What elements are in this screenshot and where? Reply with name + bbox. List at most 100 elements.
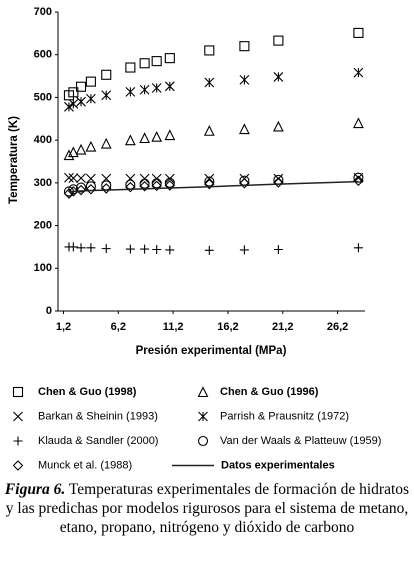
marker-x — [86, 173, 96, 184]
y-tick-label: 100 — [34, 262, 52, 274]
marker-plus — [140, 244, 150, 254]
legend-marker — [13, 436, 23, 446]
legend-marker — [12, 386, 24, 398]
marker-square — [204, 45, 215, 56]
x-tick-label: 6,2 — [111, 321, 126, 333]
caption: Figura 6. Temperaturas experimentales de… — [4, 480, 410, 537]
legend-label: Klauda & Sandler (2000) — [38, 435, 158, 447]
marker-square — [125, 62, 136, 73]
marker-square — [273, 35, 284, 46]
marker-plus — [165, 245, 175, 255]
legend-marker — [197, 435, 209, 447]
marker-diamond — [125, 181, 136, 193]
y-tick-label: 0 — [46, 305, 52, 317]
marker-diamond — [164, 180, 176, 191]
legend-label: Chen & Guo (1996) — [220, 386, 319, 398]
marker-star — [68, 98, 79, 109]
y-tick-label: 200 — [34, 219, 52, 231]
marker-plus — [76, 243, 86, 253]
marker-diamond — [139, 180, 150, 192]
marker-plus — [68, 242, 78, 252]
legend-label: Chen & Guo (1998) — [38, 386, 137, 398]
marker-square — [101, 69, 112, 80]
marker-star — [164, 81, 175, 92]
marker-triangle — [139, 132, 151, 144]
marker-triangle — [67, 146, 79, 158]
marker-star — [101, 90, 112, 101]
series-line — [68, 180, 359, 193]
marker-plus — [204, 245, 214, 255]
marker-triangle — [203, 125, 215, 136]
marker-triangle — [164, 129, 176, 141]
legend-label: Datos experimentales — [221, 459, 335, 471]
legend-marker — [198, 411, 208, 422]
marker-plus — [239, 245, 249, 255]
marker-plus — [353, 243, 363, 253]
caption-label: Figura 6. — [4, 481, 66, 498]
legend-label: Munck et al. (1988) — [38, 459, 132, 471]
marker-diamond — [85, 183, 97, 195]
marker-diamond — [204, 178, 215, 190]
y-tick-label: 500 — [34, 91, 52, 103]
marker-diamond — [273, 177, 284, 188]
marker-triangle — [75, 143, 87, 155]
legend-label: Barkan & Sheinin (1993) — [38, 410, 158, 422]
marker-star — [239, 75, 250, 85]
x-tick-label: 21,2 — [272, 321, 293, 333]
marker-x — [204, 173, 215, 184]
marker-diamond — [75, 184, 87, 196]
marker-square — [239, 41, 250, 52]
chart: Temperatura (K) Presión experimental (MP… — [8, 6, 381, 472]
marker-triangle — [124, 134, 136, 146]
marker-triangle — [239, 123, 250, 135]
marker-square — [151, 56, 162, 67]
marker-plus — [101, 244, 111, 254]
marker-triangle — [353, 117, 364, 129]
marker-square — [68, 87, 79, 98]
marker-diamond — [151, 180, 162, 192]
marker-star — [353, 67, 364, 78]
y-tick-label: 300 — [34, 177, 52, 189]
y-tick-label: 400 — [34, 134, 52, 146]
marker-triangle — [272, 120, 284, 132]
marker-x — [139, 173, 150, 184]
marker-square — [75, 81, 87, 92]
legend-label: Van der Waals & Platteuw (1959) — [220, 435, 381, 447]
marker-diamond — [100, 183, 112, 194]
marker-diamond — [353, 175, 364, 186]
marker-circle — [101, 180, 112, 191]
x-tick-label: 11,2 — [163, 321, 184, 333]
marker-plus — [273, 244, 283, 254]
marker-triangle — [100, 137, 112, 149]
marker-star — [86, 93, 96, 104]
y-axis-label: Temperatura (K) — [8, 116, 20, 204]
marker-star — [204, 77, 215, 88]
marker-star — [139, 84, 150, 95]
legend-marker — [12, 460, 24, 471]
marker-square — [164, 53, 175, 64]
marker-triangle — [151, 130, 163, 142]
marker-square — [85, 76, 96, 87]
marker-triangle — [63, 149, 75, 161]
marker-triangle — [85, 140, 97, 152]
marker-star — [273, 72, 284, 82]
marker-circle — [85, 181, 96, 192]
marker-circle — [75, 182, 87, 193]
marker-plus — [125, 244, 135, 254]
marker-x — [64, 172, 74, 183]
y-tick-label: 700 — [34, 6, 52, 18]
marker-plus — [86, 243, 96, 253]
x-tick-label: 16,2 — [217, 321, 238, 333]
marker-square — [139, 58, 150, 69]
marker-x — [68, 173, 79, 184]
caption-text: Temperaturas experimentales de formación… — [5, 481, 410, 536]
legend-marker — [197, 386, 209, 398]
marker-plus — [152, 244, 162, 254]
marker-star — [76, 96, 86, 107]
marker-star — [125, 86, 136, 97]
x-tick-label: 1,2 — [56, 321, 71, 333]
marker-star — [151, 83, 162, 93]
marker-diamond — [239, 178, 250, 189]
legend-label: Parrish & Prausnitz (1972) — [220, 410, 349, 422]
